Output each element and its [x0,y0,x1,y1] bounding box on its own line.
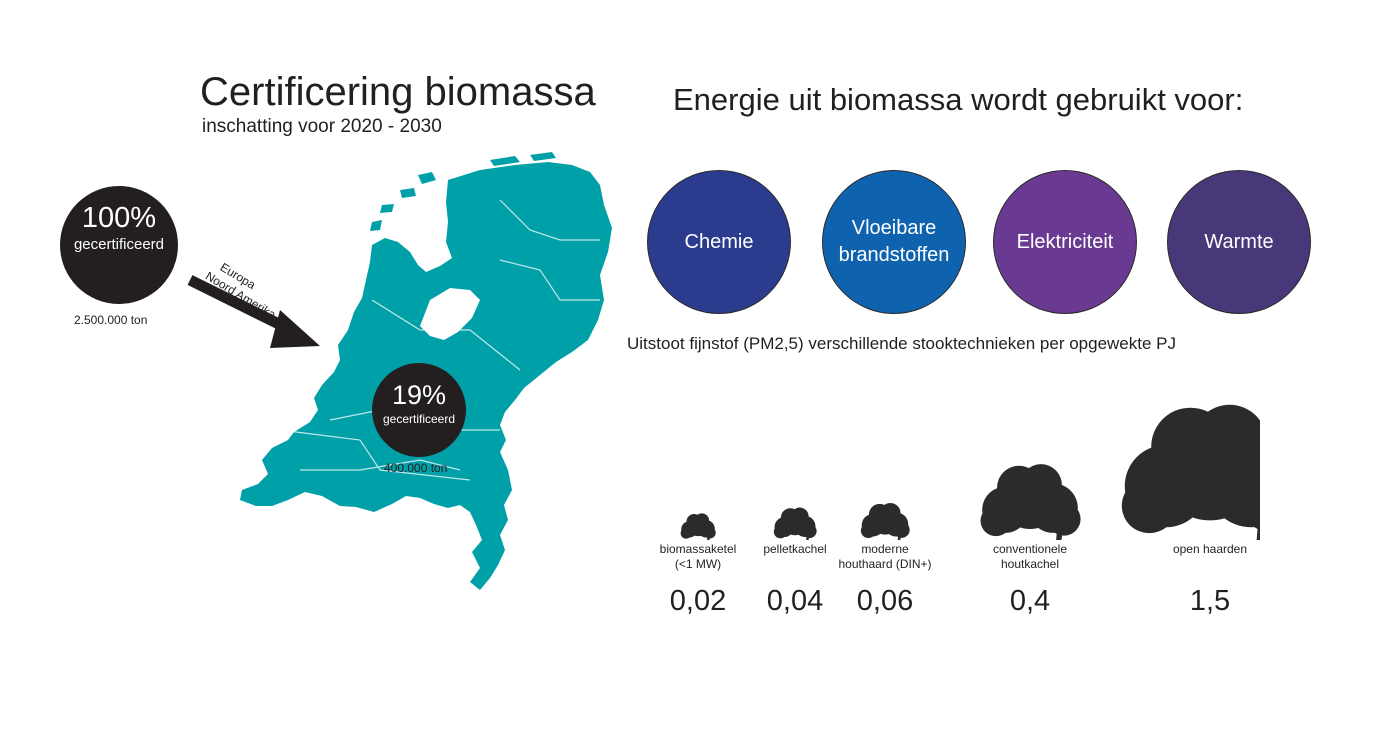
smoke-cloud-3 [980,464,1081,540]
use-chemie-label: Chemie [684,230,754,253]
category-label-4: open haarden [1173,542,1247,556]
page-title: Certificering biomassa [200,70,596,114]
smoke-cloud-4 [1121,404,1260,540]
smoke-cloud-1 [773,507,817,540]
total-certified-badge: 100% gecertificeerd [60,186,178,304]
use-vloeibare-brandstoffen-label: Vloeibare brandstoffen [838,217,950,266]
nl-certified-percent: 19% [391,380,447,410]
category-label-3: conventionele houtkachel [993,542,1067,571]
use-chemie-circle: Chemie [647,170,791,314]
use-elektriciteit-label: Elektriciteit [1016,230,1114,253]
uses-title: Energie uit biomassa wordt gebruikt voor… [673,82,1244,117]
value-label-4: 1,5 [1190,585,1230,617]
smoke-cloud-0 [680,513,716,540]
use-warmte-label: Warmte [1204,230,1274,253]
value-label-1: 0,04 [767,585,823,617]
use-vloeibare-brandstoffen-circle: Vloeibare brandstoffen [822,170,966,314]
arrow-icon [187,275,320,348]
nl-certified-label: gecertificeerd [382,412,456,426]
nl-certified-tons: 400.000 ton [384,461,448,475]
category-label-0: biomassaketel (<1 MW) [660,542,737,571]
category-label-2: moderne houthaard (DIN+) [838,542,931,571]
total-certified-tons: 2.500.000 ton [74,313,148,327]
value-label-0: 0,02 [670,585,726,617]
nl-certified-badge: 19% gecertificeerd [372,363,466,457]
value-label-3: 0,4 [1010,585,1050,617]
chart-title: Uitstoot fijnstof (PM2,5) verschillende … [627,334,1176,353]
emission-chart: biomassaketel (<1 MW) 0,02 pelletkachel 0,04… [660,404,1260,617]
use-elektriciteit-circle: Elektriciteit [993,170,1137,314]
category-label-1: pelletkachel [763,542,826,556]
total-certified-percent: 100% [81,202,157,234]
smoke-cloud-2 [860,503,910,540]
use-warmte-circle: Warmte [1167,170,1311,314]
page-subtitle: inschatting voor 2020 - 2030 [202,116,442,137]
value-label-2: 0,06 [857,585,913,617]
total-certified-label: gecertificeerd [73,236,165,253]
